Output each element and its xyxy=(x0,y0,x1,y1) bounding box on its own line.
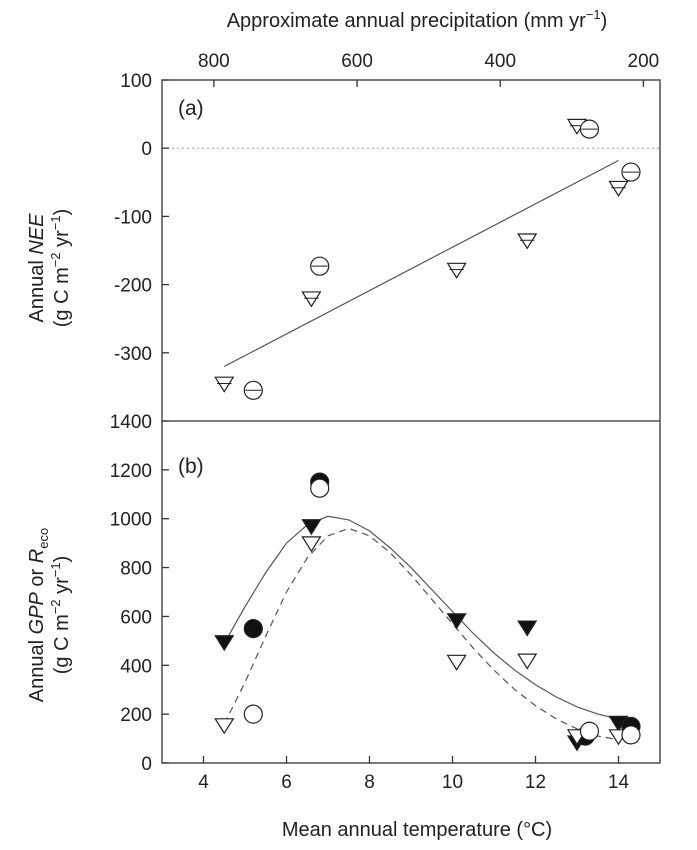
top-axis-ticks: 800 600 400 200 xyxy=(198,51,659,87)
panel-b-x-ticks: 4 6 8 10 12 14 xyxy=(198,756,629,793)
panel-b-units-b: yr xyxy=(51,577,73,600)
panel-b-y-tick-label: 1000 xyxy=(110,510,152,531)
panel-b-y-tick-label: 1400 xyxy=(110,412,152,433)
x-tick-label: 6 xyxy=(281,772,292,793)
panel-b-units-a: (g C m xyxy=(51,614,73,674)
top-tick-label: 400 xyxy=(484,51,516,72)
panel-b-y-tick-label: 200 xyxy=(120,705,152,726)
panel-b-y-label-line2: (g C m−2 yr−1) xyxy=(48,556,73,675)
circle-filled-marker xyxy=(243,619,263,639)
panel-b-y-tick-label: 1200 xyxy=(110,461,152,482)
x-tick-label: 14 xyxy=(608,772,630,793)
circle-open-marker xyxy=(310,478,330,498)
triangle-open-marker xyxy=(446,654,467,671)
triangle-open-marker xyxy=(214,376,235,393)
panel-a-y-tick-label: 100 xyxy=(120,71,152,92)
respiration-fit-curve xyxy=(223,527,619,741)
panel-a-y-label-line1: Annual NEE xyxy=(26,213,48,323)
panel-b-markers xyxy=(214,472,641,752)
panel-b-units-sup2: −1 xyxy=(48,562,63,577)
panel-a-y-label-line2: (g C m−2 yr−1) xyxy=(48,209,73,328)
top-tick-label: 800 xyxy=(198,51,230,72)
top-axis-title-text: Approximate annual precipitation (mm yr xyxy=(227,10,586,32)
panel-a-ylabel-pre: Annual xyxy=(26,255,48,323)
panel-a-units-a: (g C m xyxy=(51,267,73,327)
panel-a-units-b: yr xyxy=(51,230,73,253)
panel-a-y-tick-label: -300 xyxy=(114,344,152,365)
circle-open-marker xyxy=(579,721,600,741)
x-tick-label: 10 xyxy=(442,772,463,793)
top-axis-title-sup: −1 xyxy=(586,7,601,22)
panel-b-y-tick-label: 600 xyxy=(120,607,152,628)
panel-b-units-c: ) xyxy=(51,556,73,563)
top-tick-label: 600 xyxy=(341,51,373,72)
panel-a-y-ticks: 100 0 -100 -200 -300 xyxy=(114,71,169,365)
triangle-open-marker xyxy=(301,291,322,308)
top-tick-label: 200 xyxy=(628,51,660,72)
panel-a-label: (a) xyxy=(178,97,204,120)
panel-b-units-sup1: −2 xyxy=(48,599,63,614)
panel-a-units-c: ) xyxy=(51,209,73,216)
panel-a-fit-line-group xyxy=(223,159,619,367)
panel-a-y-tick-label: -100 xyxy=(114,207,152,228)
panel-a-units-sup1: −2 xyxy=(48,252,63,267)
panel-a-markers xyxy=(214,118,641,400)
panel-b-y-tick-label: 400 xyxy=(120,656,152,677)
triangle-filled-marker xyxy=(446,613,467,630)
panel-b-ylabel-r: R xyxy=(26,549,48,563)
triangle-open-marker xyxy=(214,718,235,735)
panel-b-ylabel-sub: eco xyxy=(36,528,51,549)
triangle-open-marker xyxy=(301,536,322,553)
panel-b-y-tick-label: 0 xyxy=(141,754,152,775)
x-axis-title: Mean annual temperature (°C) xyxy=(282,819,552,841)
panel-a-y-tick-label: -200 xyxy=(114,276,152,297)
panel-a: 100 0 -100 -200 -300 (a) Annual NEE (g C m−2… xyxy=(26,71,660,400)
top-axis-title: Approximate annual precipitation (mm yr−… xyxy=(227,7,608,32)
panel-a-y-tick-label: 0 xyxy=(141,139,152,160)
circle-open-marker xyxy=(243,704,263,724)
triangle-open-marker xyxy=(517,233,538,250)
panel-b-ylabel-mid: or xyxy=(26,563,48,592)
triangle-filled-marker xyxy=(301,519,322,536)
panel-b-fit-curves xyxy=(223,515,619,741)
panel-a-ylabel-italic: NEE xyxy=(26,213,48,255)
gpp-fit-curve xyxy=(223,515,619,720)
panel-b-label: (b) xyxy=(178,455,204,478)
panel-b-y-label-line1: Annual GPP or Reco xyxy=(26,528,51,702)
panel-a-units-sup2: −1 xyxy=(48,215,63,230)
panel-b-ylabel-pre: Annual xyxy=(26,634,48,702)
triangle-filled-marker xyxy=(214,635,235,652)
panel-b-ylabel-gpp: GPP xyxy=(26,591,48,634)
x-tick-label: 8 xyxy=(364,772,375,793)
x-tick-label: 4 xyxy=(198,772,209,793)
panel-b-y-tick-label: 800 xyxy=(120,559,152,580)
triangle-filled-marker xyxy=(517,620,538,637)
circle-open-marker xyxy=(621,725,641,745)
panel-b-y-ticks: 0 200 400 600 800 1000 1200 1400 xyxy=(110,412,169,775)
panel-a-fit-line xyxy=(223,159,619,367)
x-tick-label: 12 xyxy=(525,772,546,793)
triangle-open-marker xyxy=(517,653,538,670)
triangle-open-marker xyxy=(608,180,629,197)
triangle-open-marker xyxy=(446,262,467,279)
top-axis-title-end: ) xyxy=(601,10,608,32)
